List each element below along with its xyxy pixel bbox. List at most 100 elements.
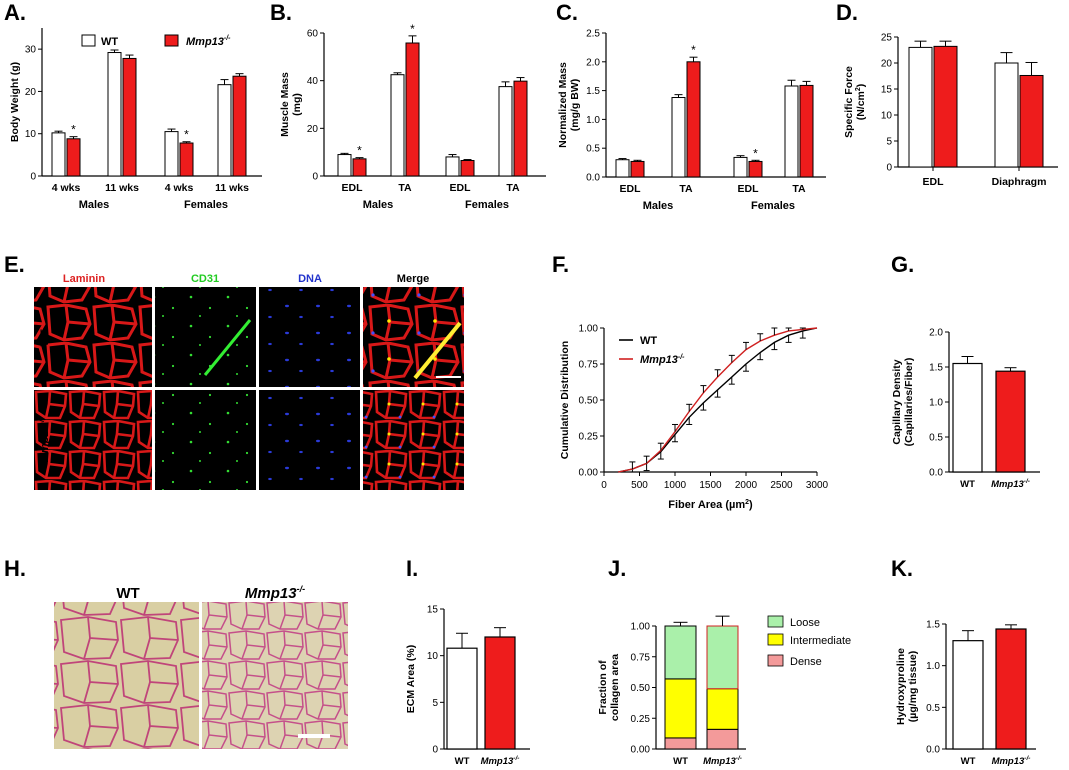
e-col-dna: DNA (298, 273, 322, 285)
legend-swatch-ko (164, 34, 179, 47)
chart-j-segment-loose (706, 625, 739, 690)
chart-k-y-label: Hydroxyproline(µg/mg tissue) (895, 648, 919, 725)
chart-i-y-tick-label: 0 (432, 745, 438, 756)
legend-label-loose: Loose (790, 617, 820, 629)
panel-label-f: F. (552, 252, 569, 277)
panel-label-k: K. (891, 556, 913, 581)
panel-label-j: J. (608, 556, 626, 581)
chart-f-y-tick-label: 0.75 (579, 360, 599, 371)
chart-b-bar-wt (390, 74, 405, 177)
chart-f-legend-label-wt: WT (640, 335, 657, 347)
chart-b-y-label: Muscle Mass(mg) (279, 72, 303, 137)
chart-a-x-tick-label: 11 wks (215, 182, 249, 194)
legend-swatch-wt (81, 34, 96, 47)
chart-d-x-tick-label: Diaphragm (992, 176, 1047, 188)
chart-g-bar-ko (995, 370, 1026, 473)
chart-f-line-wt (618, 327, 818, 473)
chart-d-bar-ko (933, 45, 958, 168)
chart-c-y-tick-label: 2.5 (586, 29, 600, 40)
chart-c-x-tick-label: TA (679, 183, 693, 195)
chart-j-y-tick-label: 0.25 (631, 714, 651, 725)
chart-d-y-tick-label: 5 (886, 137, 892, 148)
chart-c-bar-ko (686, 61, 701, 178)
chart-a-bar-wt (107, 52, 122, 177)
chart-f-cumulative-distribution: 0.00 0.25 0.50 0.75 1.00 0 500 1000 1500 2000 2500… (559, 324, 829, 512)
chart-c-significance-mark: * (753, 146, 758, 160)
legend-label-ko: Mmp13-/- (186, 35, 231, 48)
chart-c-bar-ko (630, 160, 645, 178)
chart-a-bar-wt (164, 131, 179, 177)
chart-c-y-label: Normalized Mass(mg/g BW) (557, 62, 581, 148)
chart-c-y-tick-label: 1.0 (586, 115, 600, 126)
chart-k-y-tick-label: 1.0 (926, 661, 940, 672)
chart-f-x-tick-label: 2500 (770, 480, 793, 491)
chart-a-y-tick-label: 0 (30, 172, 36, 183)
chart-b-group-label: Females (465, 199, 509, 211)
chart-f-y-tick-label: 0.25 (579, 432, 599, 443)
chart-g-bar-wt (952, 362, 983, 473)
chart-i-bar-ko (484, 636, 516, 750)
chart-d-bar-ko (1019, 74, 1044, 168)
chart-c-y-tick-label: 1.5 (586, 86, 600, 97)
chart-b-bar-wt (337, 154, 352, 177)
chart-b-bar-ko (513, 80, 528, 177)
chart-i-x-tick-label: WT (455, 756, 470, 767)
chart-f-x-tick-label: 0 (601, 480, 607, 491)
chart-f-y-label: Cumulative Distribution (559, 341, 571, 459)
chart-a-significance-mark: * (184, 128, 189, 142)
chart-f-y-tick-label: 0.50 (579, 396, 599, 407)
chart-b-significance-mark: * (357, 144, 362, 158)
e-col-merge: Merge (397, 273, 429, 285)
chart-c-x-tick-label: EDL (738, 183, 760, 195)
legend-label-wt: WT (101, 36, 118, 48)
chart-a-bar-ko (179, 142, 194, 177)
chart-c-x-tick-label: TA (792, 183, 806, 195)
panel-label-a: A. (4, 0, 26, 25)
chart-a-significance-mark: * (71, 123, 76, 137)
chart-a-bar-ko (232, 75, 247, 177)
chart-j-y-tick-label: 0.00 (631, 745, 651, 756)
chart-c-bar-ko (748, 160, 763, 178)
chart-j-segment-dense (706, 728, 739, 750)
chart-i-y-tick-label: 15 (427, 605, 439, 616)
chart-b-bar-ko (405, 42, 420, 177)
chart-a-y-tick-label: 20 (25, 87, 37, 98)
chart-c-significance-mark: * (691, 43, 696, 57)
chart-f-y-tick-label: 0.00 (579, 468, 599, 479)
chart-f-x-tick-label: 1000 (664, 480, 687, 491)
chart-g-y-tick-label: 2.0 (929, 328, 943, 339)
chart-k-bar-wt (952, 640, 984, 750)
chart-i-x-tick-label: Mmp13-/- (481, 755, 520, 767)
panel-label-b: B. (270, 0, 292, 25)
chart-k-y-tick-label: 1.5 (926, 620, 940, 631)
e-col-laminin: Laminin (63, 273, 105, 285)
chart-d-y-tick-label: 20 (881, 59, 893, 70)
chart-j-segment-loose (664, 625, 697, 680)
chart-d-y-tick-label: 0 (886, 163, 892, 174)
chart-b-bar-wt (498, 86, 513, 177)
e-row-ko: Mmp13-/- (39, 417, 51, 462)
chart-d-y-label: Specific Force(N/cm2) (843, 66, 867, 138)
panel-label-i: I. (406, 556, 418, 581)
chart-d-y-tick-label: 10 (881, 111, 893, 122)
h-label-ko: Mmp13-/- (245, 584, 305, 602)
h-wt-image (54, 602, 199, 749)
chart-b-bar-ko (352, 158, 367, 177)
chart-d-x-tick-label: EDL (923, 176, 945, 188)
chart-b-y-tick-label: 20 (307, 124, 319, 135)
chart-g-y-label: Capillary Density(Capillaries/Fiber) (891, 358, 915, 447)
chart-c-group-label: Females (751, 200, 795, 212)
chart-g-y-tick-label: 1.5 (929, 363, 943, 374)
chart-g-x-tick-label: Mmp13-/- (991, 478, 1030, 490)
chart-d-bar-wt (994, 62, 1019, 168)
chart-a-x-tick-label: 4 wks (52, 182, 81, 194)
chart-k-y-tick-label: 0.5 (926, 703, 940, 714)
chart-a-bar-wt (217, 84, 232, 177)
chart-a-y-tick-label: 10 (25, 129, 37, 140)
chart-f-x-tick-label: 500 (631, 480, 648, 491)
chart-c-y-tick-label: 2.0 (586, 57, 600, 68)
chart-b-significance-mark: * (410, 22, 415, 36)
chart-j-segment-intermediate (706, 688, 739, 730)
chart-b-x-tick-label: TA (506, 182, 520, 194)
chart-j-y-label: Fraction ofcollagen area (597, 654, 621, 721)
